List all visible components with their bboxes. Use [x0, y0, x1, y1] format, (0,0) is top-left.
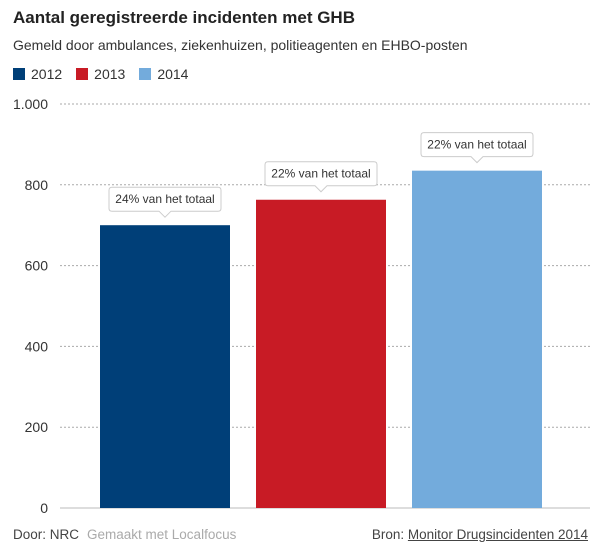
source-link[interactable]: Monitor Drugsincidenten 2014: [407, 527, 588, 542]
legend-item-2013: 2013: [76, 66, 125, 82]
bar-2014: [412, 170, 542, 508]
annotation-label: 24% van het totaal: [115, 192, 214, 206]
bar-2013: [256, 199, 386, 509]
y-tick-label: 800: [25, 177, 49, 193]
annotation-callout: [420, 132, 534, 164]
author: Door: NRC: [13, 527, 80, 542]
legend-swatch: [13, 68, 25, 80]
annotation-callout: [108, 186, 222, 218]
made-with-link[interactable]: Gemaakt met Localfocus: [87, 527, 237, 542]
legend-item-2012: 2012: [13, 66, 62, 82]
source-label: Bron:: [371, 527, 405, 542]
y-tick-label: 200: [25, 419, 49, 435]
y-tick-label: 0: [40, 500, 48, 516]
annotation-label: 22% van het totaal: [427, 138, 526, 152]
y-tick-label: 1.000: [13, 96, 48, 112]
annotation-callout: [264, 161, 378, 193]
legend-swatch: [139, 68, 152, 80]
bar-2012: [100, 225, 230, 508]
legend-label: 2014: [157, 66, 189, 82]
y-tick-label: 400: [25, 338, 49, 354]
y-tick-label: 600: [25, 258, 49, 274]
legend-item-2014: 2014: [139, 66, 188, 82]
footer-right: Bron: Monitor Drugsincidenten 2014: [372, 527, 588, 542]
footer-left: Door: NRC Gemaakt met Localfocus: [13, 527, 236, 542]
legend: 2012 2013 2014: [13, 66, 188, 82]
legend-label: 2013: [94, 66, 126, 82]
chart-title: Aantal geregistreerde incidenten met GHB: [13, 8, 355, 27]
legend-swatch: [76, 68, 89, 80]
chart-subtitle: Gemeld door ambulances, ziekenhuizen, po…: [13, 37, 468, 53]
annotation-label: 22% van het totaal: [271, 167, 370, 181]
legend-label: 2012: [31, 66, 63, 82]
